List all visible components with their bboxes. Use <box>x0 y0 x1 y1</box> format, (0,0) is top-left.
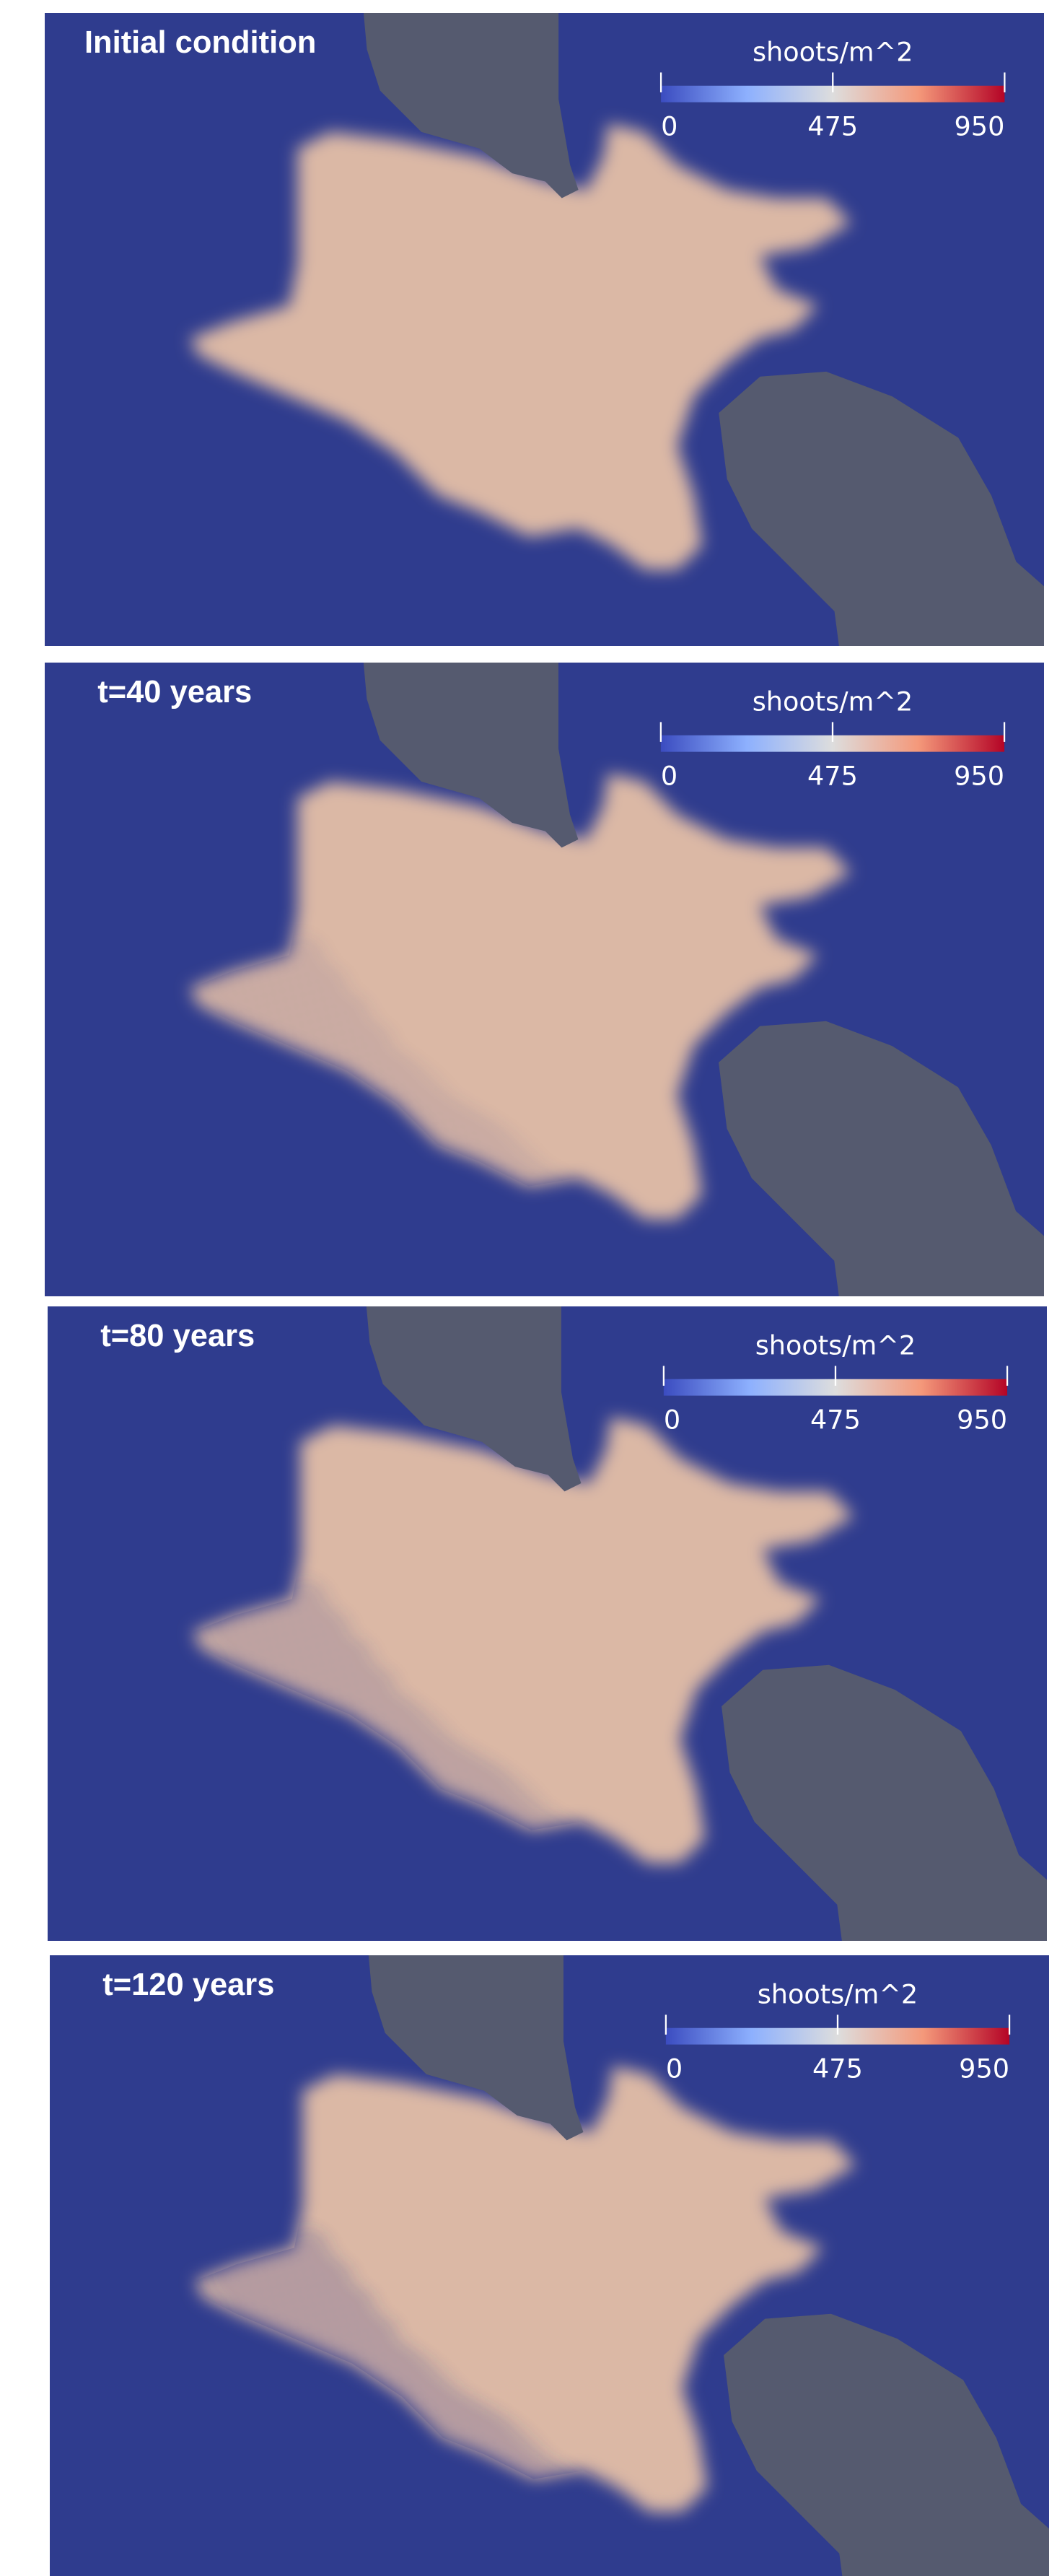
colorbar-tick-label: 0 <box>666 2053 683 2084</box>
colorbar-tick-label: 475 <box>812 2053 863 2084</box>
panel: t=120 years shoots/m^2 0 475 950 <box>50 1955 1049 2576</box>
colorbar-label: shoots/m^2 <box>758 1978 918 2009</box>
panel: Initial condition shoots/m^2 0 475 950 <box>45 13 1044 646</box>
colorbar-tick-label: 0 <box>661 110 677 141</box>
colorbar-tick-label: 0 <box>661 760 677 791</box>
colorbar-tick-label: 950 <box>957 1404 1007 1435</box>
panel-title: t=80 years <box>100 1319 255 1353</box>
panel-title: t=120 years <box>102 1968 274 2002</box>
colorbar-label: shoots/m^2 <box>753 36 913 67</box>
colorbar-tick-label: 950 <box>954 110 1004 141</box>
colorbar-label: shoots/m^2 <box>755 1330 916 1361</box>
panel: t=80 years shoots/m^2 0 475 950 <box>48 1306 1047 1941</box>
colorbar-tick-label: 475 <box>807 760 858 791</box>
colorbar-tick-label: 950 <box>954 760 1004 791</box>
colorbar-tick-label: 475 <box>807 110 858 141</box>
panel-title: t=40 years <box>97 675 252 710</box>
panel: t=40 years shoots/m^2 0 475 950 <box>45 663 1044 1296</box>
colorbar-tick-label: 950 <box>959 2053 1009 2084</box>
colorbar-label: shoots/m^2 <box>753 686 913 717</box>
colorbar-tick-label: 475 <box>810 1404 861 1435</box>
colorbar-tick-label: 0 <box>664 1404 680 1435</box>
page: Initial condition shoots/m^2 0 475 950 t=40 … <box>0 0 1057 2576</box>
panel-title: Initial condition <box>84 25 316 60</box>
